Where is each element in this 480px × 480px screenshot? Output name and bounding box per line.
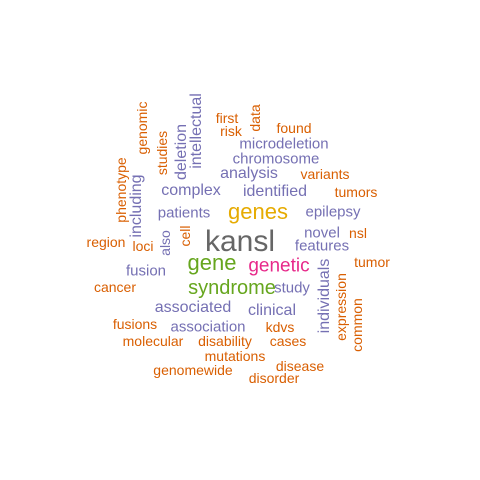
- cloud-word-association: association: [170, 318, 246, 336]
- cloud-word-common: common: [349, 298, 365, 352]
- cloud-word-including: including: [128, 174, 145, 238]
- cloud-word-microdeletion: microdeletion: [239, 135, 329, 153]
- cloud-word-intellectual: intellectual: [188, 93, 205, 169]
- cloud-word-fusions: fusions: [112, 316, 158, 332]
- cloud-word-cancer: cancer: [93, 279, 137, 295]
- cloud-word-molecular: molecular: [122, 333, 184, 349]
- cloud-word-disability: disability: [198, 333, 252, 349]
- cloud-word-studies: studies: [154, 130, 170, 176]
- cloud-word-genes: genes: [228, 199, 288, 224]
- cloud-word-individuals: individuals: [316, 258, 333, 334]
- cloud-word-genomewide: genomewide: [153, 362, 233, 378]
- cloud-word-data: data: [247, 104, 263, 132]
- cloud-word-also: also: [157, 230, 173, 256]
- cloud-word-novel: novel: [304, 224, 340, 242]
- cloud-word-clinical: clinical: [247, 302, 297, 319]
- cloud-word-patients: patients: [157, 204, 211, 222]
- cloud-word-analysis: analysis: [220, 165, 278, 182]
- cloud-word-deletion: deletion: [173, 123, 190, 181]
- cloud-word-mutations: mutations: [204, 348, 266, 364]
- cloud-word-genetic: genetic: [248, 255, 310, 277]
- cloud-word-cases: cases: [269, 333, 307, 349]
- cloud-word-nsl: nsl: [349, 225, 367, 241]
- cloud-word-study: study: [274, 279, 310, 297]
- cloud-word-complex: complex: [161, 182, 221, 199]
- cloud-word-risk: risk: [220, 123, 242, 139]
- cloud-word-found: found: [276, 120, 312, 136]
- cloud-word-first: first: [215, 110, 239, 126]
- cloud-word-syndrome: syndrome: [188, 277, 276, 299]
- cloud-word-fusion: fusion: [125, 262, 167, 280]
- cloud-word-phenotype: phenotype: [113, 157, 129, 223]
- cloud-word-identified: identified: [242, 183, 308, 200]
- cloud-word-tumors: tumors: [334, 184, 378, 200]
- cloud-word-disorder: disorder: [248, 370, 300, 386]
- cloud-word-associated: associated: [154, 299, 232, 316]
- cloud-word-epilepsy: epilepsy: [305, 203, 361, 221]
- cloud-word-features: features: [294, 237, 350, 255]
- cloud-word-kdvs: kdvs: [265, 319, 295, 335]
- cloud-word-variants: variants: [300, 166, 350, 182]
- cloud-word-kansl: kansl: [204, 225, 276, 258]
- cloud-word-disease: disease: [275, 358, 325, 374]
- cloud-word-gene: gene: [187, 250, 237, 275]
- cloud-word-tumor: tumor: [354, 254, 390, 270]
- cloud-word-genomic: genomic: [134, 101, 150, 155]
- cloud-word-loci: loci: [132, 238, 154, 254]
- cloud-word-region: region: [86, 234, 126, 250]
- cloud-word-expression: expression: [333, 273, 349, 341]
- cloud-word-chromosome: chromosome: [232, 150, 320, 168]
- cloud-word-cell: cell: [177, 225, 193, 247]
